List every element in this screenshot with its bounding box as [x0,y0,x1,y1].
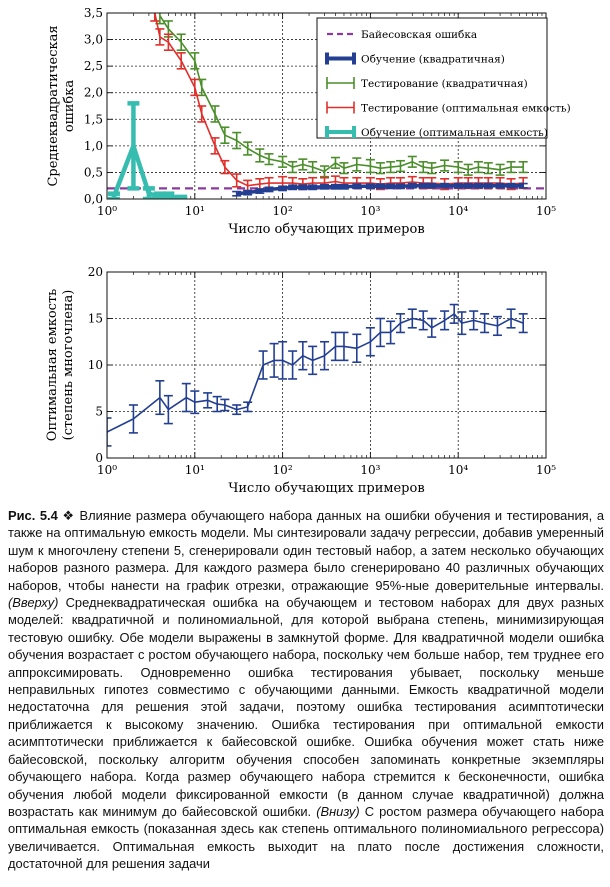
c0-legend-box [316,17,548,139]
c1-plot-area [107,303,528,447]
caption-part-1: Влияние размера обучающего набора данных… [8,508,604,593]
c1-y-axis-label: (степень многочлена) [61,290,76,441]
c0-y-tick-label: 3,5 [84,6,103,20]
c0-x-tick-label: 10⁴ [448,204,468,218]
c0-x-axis-label: Число обучающих примеров [228,222,424,237]
c1-plot-frame [106,271,547,459]
c1-x-tick-label: 10¹ [185,463,205,477]
c0-y-tick-label: 2,0 [84,86,103,100]
c1-y-axis-label: Оптимальная емкость [45,289,60,441]
c0-x-tick-label: 10⁰ [97,204,117,218]
c0-y-tick-label: 1,0 [84,139,103,153]
c0-legend-label: Обучение (оптимальная емкость) [361,127,548,139]
c0-x-tick-label: 10⁵ [536,204,556,218]
c1-y-tick-label: 0 [95,451,103,465]
c0-legend-label: Байесовская ошибка [361,29,477,41]
c0-y-axis-label: ошибка [62,80,77,133]
caption-part-3: С ростом размера обучающего набора оптим… [8,803,604,872]
figure-caption: Рис. 5.4 ❖ Влияние размера обучающего на… [8,507,604,873]
c0-legend-label: Обучение (квадратичная) [361,54,505,66]
c0-plot-area [107,13,546,199]
c0-y-tick-label: 0,0 [84,192,103,206]
c1-x-axis-label: Число обучающих примеров [228,481,424,496]
c1-y-tick-label: 20 [88,265,103,279]
c1-series-0-line [107,313,524,433]
caption-part-2: Среднеквадратическая ошибка на обучающем… [8,595,604,819]
c1-x-tick-label: 10² [273,463,293,477]
c1-y-tick-label: 5 [95,405,103,419]
c0-x-tick-label: 10² [273,204,293,218]
error-chart: 10⁰ 10¹ 10² 10³ 10⁴ 10⁵ 0,0 0,5 1,0 1,5 2,0 2,5 3,0 3… [46,6,571,237]
c0-y-tick-label: 2,5 [84,59,103,73]
c1-x-tick-label: 10⁰ [97,463,117,477]
c0-y-tick-label: 3,0 [84,33,103,47]
c0-x-tick-label: 10³ [360,204,380,218]
caption-bottom-label: (Внизу) [316,803,360,819]
c0-legend-label: Тестирование (квадратичная) [361,78,528,90]
c0-y-tick-label: 0,5 [84,165,103,179]
c1-x-tick-label: 10⁴ [448,463,468,477]
c0-y-axis-label: Среднеквадратическая [46,25,61,186]
c0-legend: Байесовская ошибка Обучение (квадратичная… [316,17,571,139]
c0-series-0-line [159,15,524,173]
c1-y-tick-label: 15 [88,312,103,326]
caption-label: Рис. 5.4 [8,508,58,523]
c0-y-tick-label: 1,5 [84,112,103,126]
c1-y-tick-label: 10 [88,358,103,372]
figure: 10⁰ 10¹ 10² 10³ 10⁴ 10⁵ 0,0 0,5 1,0 1,5 2,0 2,5 3,0 3… [45,6,571,496]
caption-separator: ❖ [62,508,75,523]
c0-legend-label: Тестирование (оптимальная емкость) [361,103,571,115]
c1-x-tick-label: 10⁵ [536,463,556,477]
caption-top-label: (Вверху) [8,595,59,611]
c0-x-tick-label: 10¹ [185,204,205,218]
capacity-chart: 10⁰ 10¹ 10² 10³ 10⁴ 10⁵ 0 5 10 15 20 Число обучающи… [45,265,556,496]
c1-x-tick-label: 10³ [360,463,380,477]
